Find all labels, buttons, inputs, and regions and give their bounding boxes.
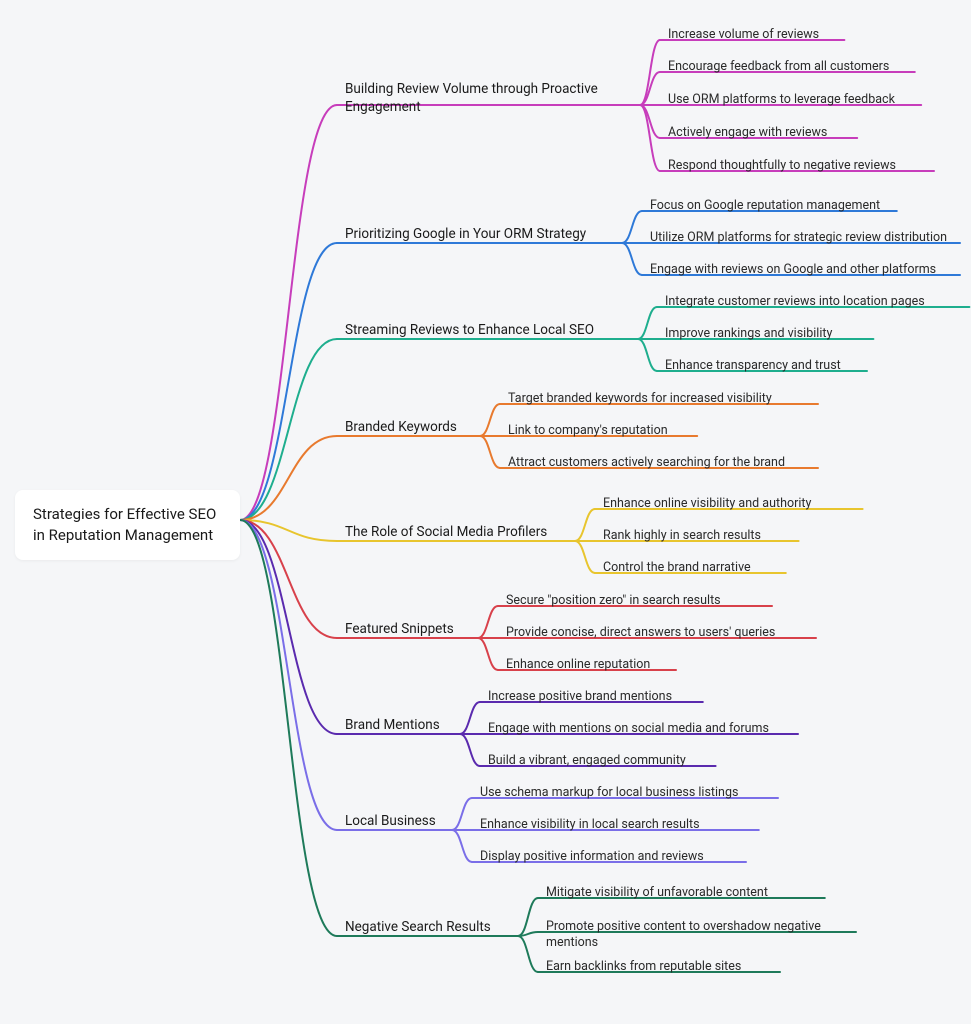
leaf-label: Use schema markup for local business lis… [480, 785, 738, 801]
root-node: Strategies for Effective SEO in Reputati… [15, 490, 240, 560]
branch-label: Branded Keywords [345, 418, 457, 436]
leaf-label: Control the brand narrative [603, 560, 751, 576]
leaf-label: Secure "position zero" in search results [506, 593, 721, 609]
root-label: Strategies for Effective SEO in Reputati… [33, 505, 216, 544]
branch-label: Brand Mentions [345, 716, 440, 734]
leaf-label: Increase positive brand mentions [488, 689, 672, 705]
leaf-label: Increase volume of reviews [668, 27, 819, 43]
leaf-label: Target branded keywords for increased vi… [508, 391, 772, 407]
branch-label: Building Review Volume through Proactive… [345, 80, 635, 116]
leaf-label: Integrate customer reviews into location… [665, 294, 925, 310]
leaf-label: Encourage feedback from all customers [668, 59, 889, 75]
branch-label: Featured Snippets [345, 620, 454, 638]
branch-label: Local Business [345, 812, 436, 830]
leaf-label: Enhance transparency and trust [665, 358, 841, 374]
leaf-label: Build a vibrant, engaged community [488, 753, 686, 769]
leaf-label: Enhance online visibility and authority [603, 496, 811, 512]
leaf-label: Enhance visibility in local search resul… [480, 817, 700, 833]
leaf-label: Engage with reviews on Google and other … [650, 262, 936, 278]
leaf-label: Rank highly in search results [603, 528, 761, 544]
leaf-label: Mitigate visibility of unfavorable conte… [546, 885, 768, 901]
leaf-label: Use ORM platforms to leverage feedback [668, 92, 895, 108]
leaf-label: Improve rankings and visibility [665, 326, 832, 342]
leaf-label: Focus on Google reputation management [650, 198, 880, 214]
leaf-label: Utilize ORM platforms for strategic revi… [650, 230, 947, 246]
leaf-label: Promote positive content to overshadow n… [546, 919, 856, 952]
branch-label: Streaming Reviews to Enhance Local SEO [345, 321, 594, 339]
leaf-label: Provide concise, direct answers to users… [506, 625, 775, 641]
branch-label: The Role of Social Media Profilers [345, 523, 547, 541]
leaf-label: Actively engage with reviews [668, 125, 827, 141]
leaf-label: Display positive information and reviews [480, 849, 704, 865]
leaf-label: Attract customers actively searching for… [508, 455, 785, 471]
branch-label: Negative Search Results [345, 918, 491, 936]
leaf-label: Enhance online reputation [506, 657, 650, 673]
branch-label: Prioritizing Google in Your ORM Strategy [345, 225, 586, 243]
leaf-label: Engage with mentions on social media and… [488, 721, 769, 737]
leaf-label: Earn backlinks from reputable sites [546, 959, 741, 975]
leaf-label: Respond thoughtfully to negative reviews [668, 158, 896, 174]
leaf-label: Link to company's reputation [508, 423, 668, 439]
